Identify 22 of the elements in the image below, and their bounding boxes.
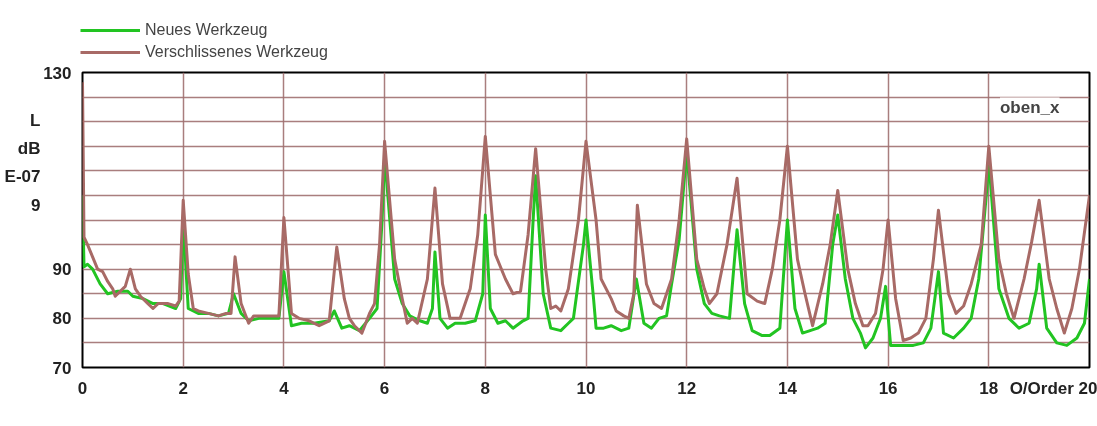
x-tick-label: 0 <box>77 378 88 398</box>
text: E-07 <box>4 167 41 186</box>
annotation: oben_x <box>999 97 1061 117</box>
x-tick-label: 16 <box>878 378 898 398</box>
x-tick-label: 12 <box>677 378 697 398</box>
x-tick-label: 14 <box>777 378 798 398</box>
x-tick-label: 10 <box>576 378 596 398</box>
legend-label: Neues Werkzeug <box>145 21 268 39</box>
y-tick-label: 80 <box>52 309 72 329</box>
legend-label: Verschlissenes Werkzeug <box>145 43 328 61</box>
x-tick-label: 4 <box>279 378 290 398</box>
text: 9 <box>31 195 41 215</box>
text: L <box>30 111 41 130</box>
y-tick-label: 70 <box>52 358 72 378</box>
y-tick-label: 130 <box>43 63 72 83</box>
x-tick-label: O/Order 20 <box>1009 378 1097 398</box>
y-tick-label: 90 <box>52 260 72 280</box>
x-tick-label: 2 <box>178 378 188 398</box>
text: dB <box>17 139 41 158</box>
x-tick-label: 8 <box>480 378 491 398</box>
x-tick-label: 18 <box>979 378 999 398</box>
x-tick-label: 6 <box>379 378 390 398</box>
